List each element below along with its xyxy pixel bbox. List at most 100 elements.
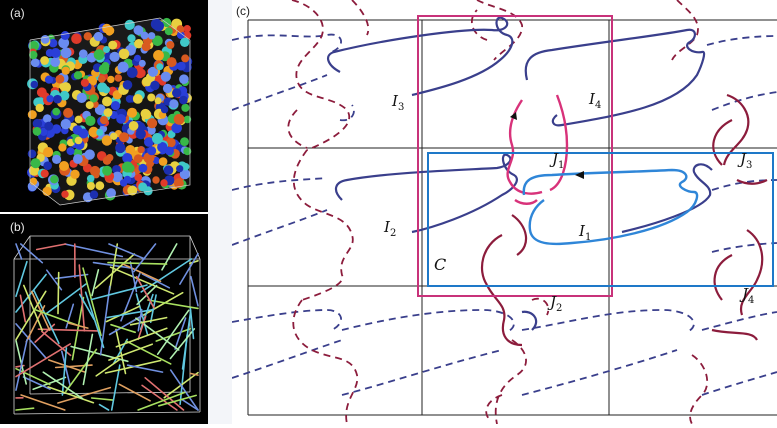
sphere	[90, 190, 98, 198]
panel-gap	[208, 0, 232, 424]
arrow-i1	[575, 171, 584, 179]
sphere	[56, 75, 65, 84]
sphere	[43, 147, 53, 157]
sphere	[73, 154, 83, 164]
sphere	[79, 49, 88, 58]
sphere	[169, 99, 178, 108]
sphere	[180, 137, 189, 146]
sphere	[30, 178, 38, 186]
sphere	[104, 108, 113, 117]
rod-network-image	[0, 214, 208, 424]
box-edge	[30, 392, 190, 394]
rod	[37, 244, 66, 250]
sphere	[31, 58, 40, 67]
sphere	[100, 116, 108, 124]
sphere	[136, 129, 146, 139]
sphere	[63, 108, 73, 118]
sphere	[96, 129, 103, 136]
sphere	[153, 21, 164, 32]
sphere	[174, 114, 185, 125]
label-cell-c: C	[434, 255, 446, 274]
panel-c-diagram: (c) I3 I4 J1 J3 I2 I1 C J2 J4	[232, 0, 777, 424]
panel-b-label: (b)	[10, 220, 25, 234]
sphere	[97, 82, 107, 92]
sphere	[52, 155, 61, 164]
sphere	[137, 69, 146, 78]
i1-strand	[524, 170, 697, 244]
label-j3: J3	[740, 150, 752, 171]
sphere	[59, 83, 66, 90]
sphere	[46, 95, 53, 102]
sphere	[102, 166, 112, 176]
sphere	[110, 52, 120, 62]
sphere	[111, 101, 120, 110]
sphere	[122, 162, 133, 173]
sphere	[62, 67, 70, 75]
sphere	[41, 35, 50, 44]
sphere	[52, 108, 60, 116]
panel-c-label: (c)	[236, 4, 250, 18]
sphere	[98, 75, 106, 83]
sphere	[31, 158, 41, 168]
sphere	[77, 93, 87, 103]
panel-b-render: (b)	[0, 214, 208, 424]
panel-a-render: (a)	[0, 0, 208, 212]
sphere	[164, 165, 174, 175]
label-i2: I2	[384, 218, 396, 239]
sphere	[53, 95, 62, 104]
sphere	[90, 166, 100, 176]
sphere	[147, 94, 155, 102]
sphere	[177, 25, 185, 33]
sphere	[142, 42, 151, 51]
sphere	[138, 182, 147, 191]
sphere	[87, 175, 95, 183]
sphere	[147, 118, 157, 128]
sphere	[150, 81, 159, 90]
rod	[134, 244, 156, 272]
sphere	[139, 164, 148, 173]
rod	[123, 264, 160, 281]
sphere	[166, 41, 174, 49]
rod	[180, 254, 198, 284]
sphere	[103, 157, 111, 165]
sphere	[138, 146, 145, 153]
sphere	[110, 133, 117, 140]
sphere	[127, 67, 138, 78]
sphere	[161, 72, 171, 82]
sphere	[74, 71, 82, 79]
sphere	[101, 62, 109, 70]
sphere	[70, 170, 79, 179]
sphere	[124, 176, 131, 183]
sphere	[141, 32, 149, 40]
sphere	[40, 56, 49, 65]
sphere	[75, 116, 83, 124]
sphere	[152, 133, 163, 144]
sphere	[134, 55, 141, 62]
sphere	[119, 132, 129, 142]
rod	[58, 388, 110, 403]
rod	[109, 244, 145, 259]
outer-cell-outline	[418, 16, 612, 296]
label-j2: J2	[550, 293, 562, 314]
sphere	[181, 104, 189, 112]
sphere	[44, 122, 53, 131]
j1-strand-lower	[515, 200, 537, 204]
sphere	[41, 170, 49, 178]
sphere	[125, 20, 135, 30]
sphere	[45, 76, 53, 84]
sphere	[172, 88, 181, 97]
knot-cell-diagram	[232, 0, 777, 424]
sphere	[115, 143, 125, 153]
sphere	[31, 81, 39, 89]
label-i3: I3	[392, 92, 404, 113]
sphere	[28, 110, 37, 119]
rod	[128, 365, 163, 372]
sphere	[126, 95, 134, 103]
sphere	[87, 182, 95, 190]
sphere	[147, 146, 156, 155]
rod	[45, 284, 86, 314]
sphere	[102, 97, 112, 107]
rod	[162, 244, 177, 270]
sphere	[155, 97, 162, 104]
sphere	[81, 79, 89, 87]
